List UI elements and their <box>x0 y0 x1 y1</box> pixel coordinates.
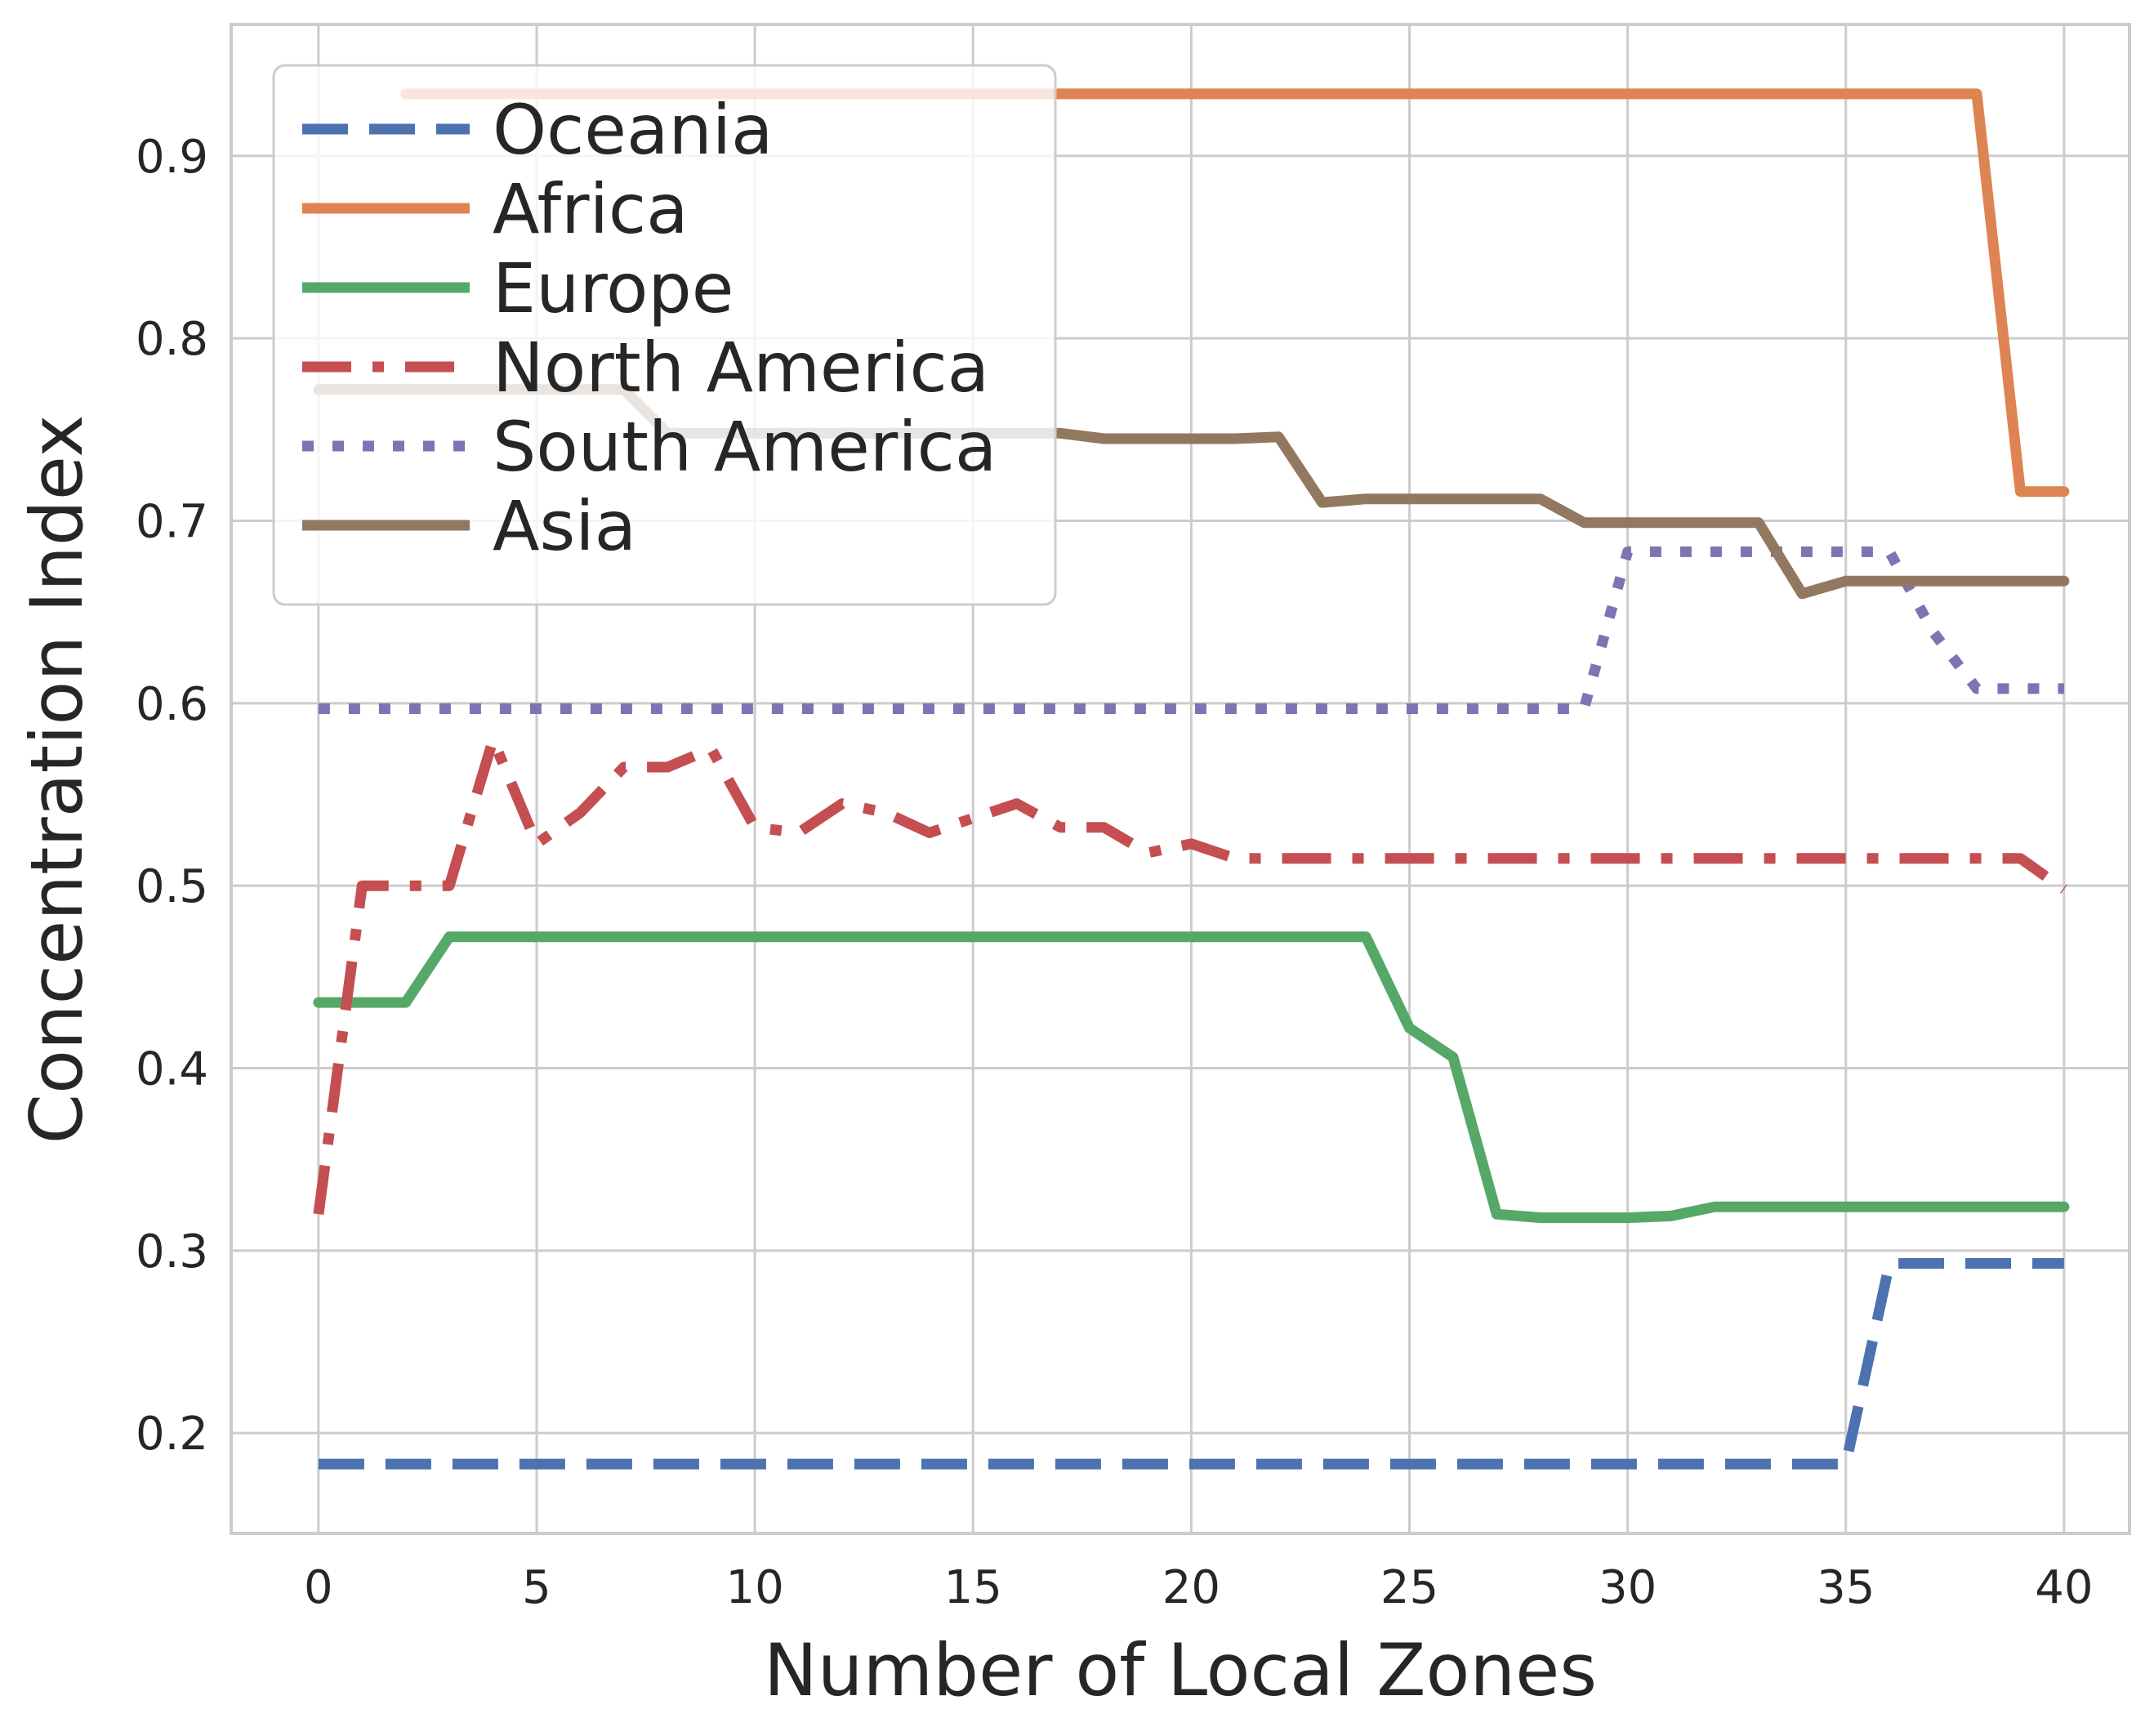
x-tick-label: 35 <box>1817 1561 1875 1614</box>
series-line-africa <box>400 88 2070 498</box>
x-tick-label: 0 <box>304 1561 333 1614</box>
y-axis-title: Concentration Index <box>15 415 99 1145</box>
x-tick-label: 5 <box>522 1561 551 1614</box>
y-tick-label: 0.8 <box>136 313 208 366</box>
y-tick-labels: 0.2 0.3 0.4 0.5 0.6 0.7 0.8 0.9 <box>136 131 208 1461</box>
x-tick-label: 25 <box>1380 1561 1438 1614</box>
series-line-oceania <box>318 1258 2064 1470</box>
series-line-south-america <box>318 546 2064 714</box>
series-line-europe <box>313 931 2070 1224</box>
x-tick-label: 20 <box>1162 1561 1220 1614</box>
legend-label: Oceania <box>493 90 774 170</box>
x-tick-label: 15 <box>944 1561 1002 1614</box>
x-tick-label: 40 <box>2035 1561 2093 1614</box>
x-tick-label: 30 <box>1599 1561 1657 1614</box>
plot-frame <box>230 23 2131 1535</box>
x-tick-labels: 0 5 10 15 20 25 30 35 40 <box>304 1561 2093 1614</box>
y-tick-label: 0.7 <box>136 495 208 548</box>
legend-label: North America <box>493 328 989 408</box>
y-tick-label: 0.9 <box>136 131 208 184</box>
y-tick-label: 0.3 <box>136 1225 208 1279</box>
y-tick-label: 0.6 <box>136 678 208 731</box>
legend-box <box>272 64 1057 606</box>
x-axis-title: Number of Local Zones <box>764 1628 1597 1712</box>
legend-label: Asia <box>493 486 636 566</box>
series-line-north-america <box>313 734 2067 1216</box>
x-tick-label: 10 <box>725 1561 783 1614</box>
legend-label: Europe <box>493 248 734 328</box>
y-tick-label: 0.5 <box>136 860 208 913</box>
legend-label: South America <box>493 407 997 487</box>
legend-label: Africa <box>493 169 689 249</box>
y-tick-label: 0.2 <box>136 1408 208 1461</box>
y-tick-label: 0.4 <box>136 1042 208 1096</box>
